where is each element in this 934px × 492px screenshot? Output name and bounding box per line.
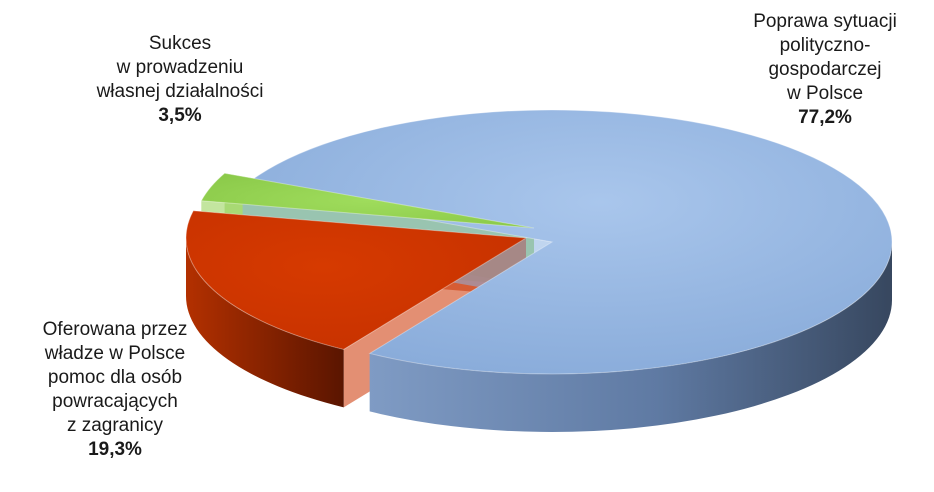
slice-label-line: powracających <box>52 391 178 412</box>
slice-label-line: w Polsce <box>786 83 864 104</box>
slice-label-oferowana: Oferowana przez władze w Polsce pomoc dl… <box>10 318 220 462</box>
pie-slice-poprawa <box>241 109 893 375</box>
slice-label-poprawa: Poprawa sytuacji polityczno- gospodarcze… <box>720 10 930 130</box>
slice-value-label: 77,2% <box>798 107 852 128</box>
slice-label-line: polityczno- <box>779 35 871 56</box>
slice-label-line: gospodarczej <box>768 59 882 80</box>
pie-slice-sukces <box>200 172 535 229</box>
slice-label-sukces: Sukces w prowadzeniu własnej działalnośc… <box>60 32 300 128</box>
slice-label-line: własnej działalności <box>96 81 264 102</box>
pie-slice-side-poprawa <box>369 242 892 433</box>
pie-slice-oferowana <box>185 210 528 350</box>
slice-label-line: pomoc dla osób <box>47 367 183 388</box>
slice-value-label: 3,5% <box>158 105 202 126</box>
slice-label-line: Sukces <box>148 33 212 54</box>
slice-label-line: Poprawa sytuacji <box>753 11 897 32</box>
pie-slice-side-oferowana <box>186 238 344 408</box>
slice-value-label: 19,3% <box>88 439 142 460</box>
slice-label-line: z zagranicy <box>66 415 164 436</box>
slice-label-line: w prowadzeniu <box>116 57 244 78</box>
slice-label-line: władze w Polsce <box>44 343 186 364</box>
slice-label-line: Oferowana przez <box>42 319 188 340</box>
